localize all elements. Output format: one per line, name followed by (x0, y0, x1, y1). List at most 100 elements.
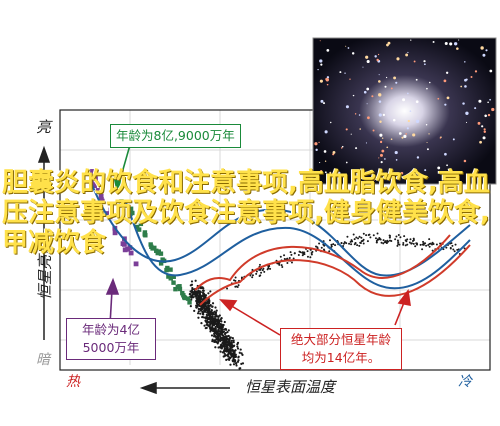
data-point (388, 234, 391, 237)
data-point (104, 211, 110, 216)
data-point (236, 347, 240, 350)
data-point (204, 301, 207, 304)
star (365, 142, 367, 144)
data-point (428, 238, 431, 241)
data-point (445, 246, 448, 249)
star (367, 116, 370, 120)
data-point (221, 341, 224, 344)
star (415, 78, 418, 81)
star (395, 81, 398, 84)
data-point (219, 324, 223, 328)
star (318, 141, 320, 144)
star (454, 42, 458, 46)
data-point (234, 276, 237, 279)
data-point (358, 244, 361, 247)
star (372, 177, 376, 181)
data-point (384, 240, 387, 243)
data-point (193, 292, 196, 295)
star (426, 142, 428, 144)
star (460, 85, 463, 88)
data-point (397, 234, 400, 237)
star (426, 87, 428, 90)
data-point (209, 310, 213, 313)
star (403, 134, 407, 138)
data-point (98, 193, 104, 199)
data-point (431, 249, 434, 252)
data-point (182, 295, 188, 301)
data-point (402, 241, 405, 244)
data-point (377, 238, 380, 241)
data-point (281, 265, 284, 268)
data-point (200, 305, 204, 308)
star (314, 142, 318, 146)
y-top-label: 亮 (36, 118, 53, 136)
data-point (154, 248, 159, 254)
data-point (148, 242, 153, 247)
star (324, 130, 328, 134)
star (387, 41, 391, 45)
data-point (232, 357, 235, 360)
data-point (226, 346, 229, 349)
data-point (425, 244, 428, 247)
star (398, 132, 402, 135)
star (377, 53, 380, 56)
annotation-arrow-red (219, 288, 411, 336)
data-point (180, 290, 185, 296)
star (428, 133, 430, 135)
data-point (268, 265, 271, 268)
star (351, 52, 355, 55)
data-point (120, 241, 126, 247)
star (415, 119, 420, 123)
star (423, 60, 426, 63)
data-point (372, 234, 375, 237)
data-point (136, 227, 142, 232)
data-point (229, 336, 232, 339)
data-point (283, 257, 286, 260)
star (344, 72, 346, 74)
star (366, 59, 370, 64)
data-point (91, 176, 97, 182)
data-point (203, 309, 206, 313)
data-point (224, 327, 227, 331)
star (482, 53, 486, 57)
data-point (205, 313, 208, 317)
data-point (261, 269, 264, 272)
data-point (238, 367, 241, 370)
star (483, 128, 486, 131)
data-point (348, 242, 351, 245)
data-point (217, 329, 220, 333)
data-point (198, 290, 201, 293)
data-point (340, 242, 343, 245)
data-point (225, 350, 229, 353)
star (324, 160, 327, 162)
star (443, 79, 447, 83)
star (424, 169, 427, 172)
data-point (205, 323, 208, 326)
data-point (195, 306, 198, 309)
data-point (358, 235, 361, 238)
data-point (427, 244, 430, 247)
data-point (138, 221, 144, 227)
data-point (214, 335, 217, 338)
data-point (251, 274, 254, 277)
star (464, 85, 467, 88)
data-point (408, 241, 411, 244)
data-point (395, 235, 398, 238)
data-point (197, 307, 200, 311)
data-point (320, 246, 323, 249)
star (432, 40, 435, 43)
data-point (195, 299, 198, 303)
data-point (185, 296, 191, 301)
data-point (130, 210, 135, 216)
data-point (451, 244, 454, 247)
data-point (353, 238, 356, 241)
data-point (133, 261, 139, 267)
data-point (249, 274, 252, 277)
data-point (238, 351, 241, 354)
data-point (135, 224, 140, 230)
data-point (288, 257, 291, 260)
data-point (368, 233, 371, 236)
data-point (234, 355, 237, 358)
data-point (206, 319, 209, 323)
star (491, 107, 495, 112)
